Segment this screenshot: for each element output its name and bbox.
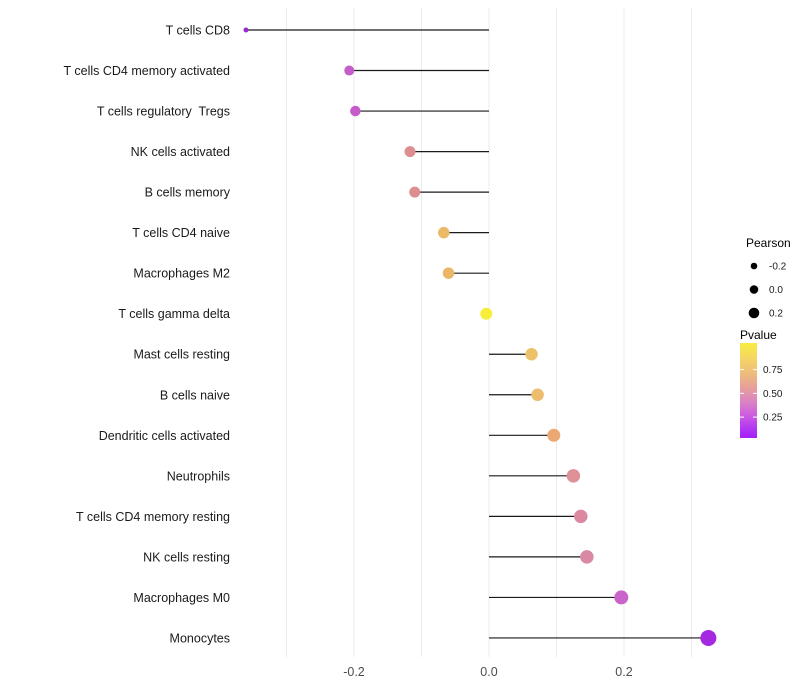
colorbar-tick-label: 0.25: [763, 413, 783, 424]
size-legend-item-label: 0.0: [769, 285, 783, 296]
category-label: Neutrophils: [167, 469, 230, 483]
data-point-dot: [574, 509, 588, 524]
data-point-dot: [344, 65, 355, 76]
pvalue-colorbar: [740, 343, 757, 438]
category-label: Macrophages M0: [133, 591, 230, 605]
size-legend-dot: [750, 262, 758, 270]
category-label: T cells CD4 naive: [132, 226, 230, 240]
data-point-dot: [525, 347, 538, 361]
category-label: B cells memory: [145, 186, 231, 200]
size-legend-dot: [748, 307, 760, 319]
category-label: NK cells activated: [131, 145, 230, 159]
category-label: Monocytes: [170, 631, 230, 645]
category-label: Dendritic cells activated: [99, 429, 230, 443]
category-label: Mast cells resting: [133, 348, 230, 362]
data-point-dot: [547, 428, 561, 442]
size-legend-item-label: 0.2: [769, 309, 783, 320]
colorbar-tick-label: 0.50: [763, 389, 783, 400]
data-point-dot: [700, 629, 717, 646]
size-legend-item-label: -0.2: [769, 262, 787, 273]
category-label: T cells CD4 memory resting: [76, 510, 230, 524]
data-point-dot: [480, 307, 493, 320]
data-point-dot: [404, 146, 416, 158]
category-label: Macrophages M2: [133, 267, 230, 281]
category-label: T cells CD8: [166, 24, 230, 38]
category-label: T cells gamma delta: [118, 307, 230, 321]
size-legend-dot: [749, 285, 759, 294]
x-axis-tick-label: 0.2: [615, 665, 632, 679]
category-label: B cells naive: [160, 388, 230, 402]
category-label: T cells CD4 memory activated: [64, 64, 231, 78]
data-point-dot: [442, 267, 455, 279]
colorbar-tick-label: 0.75: [763, 365, 783, 376]
x-axis-tick-label: 0.0: [480, 665, 497, 679]
category-label: NK cells resting: [143, 550, 230, 564]
data-point-dot: [566, 469, 581, 483]
data-point-dot: [580, 550, 594, 564]
size-legend-title: Pearson: [746, 236, 791, 250]
data-point-dot: [531, 388, 544, 402]
category-label: T cells regulatory Tregs: [97, 105, 230, 119]
data-point-dot: [438, 226, 450, 239]
data-point-dot: [409, 186, 421, 198]
x-axis-tick-label: -0.2: [343, 665, 365, 679]
color-legend-title: Pvalue: [740, 328, 777, 342]
data-point-dot: [614, 590, 629, 605]
data-point-dot: [243, 27, 249, 33]
data-point-dot: [350, 105, 361, 117]
